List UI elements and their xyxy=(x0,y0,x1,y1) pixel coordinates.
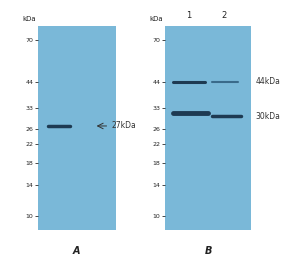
Text: 2: 2 xyxy=(221,12,226,20)
Text: 1: 1 xyxy=(186,12,192,20)
Text: kDa: kDa xyxy=(150,16,163,22)
Text: 27kDa: 27kDa xyxy=(112,122,136,131)
Text: kDa: kDa xyxy=(23,16,36,22)
Text: 44kDa: 44kDa xyxy=(256,77,281,86)
Text: 30kDa: 30kDa xyxy=(256,112,281,121)
Text: A: A xyxy=(73,246,80,256)
Text: B: B xyxy=(204,246,212,256)
